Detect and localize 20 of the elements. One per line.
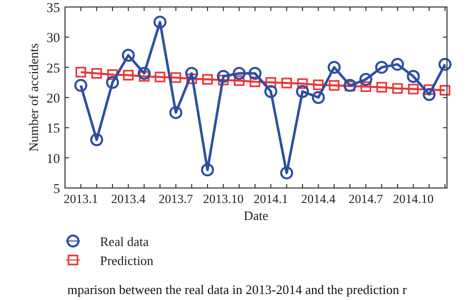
x-tick-label: 2014.10 bbox=[393, 192, 434, 206]
x-tick-label: 2013.7 bbox=[158, 192, 194, 206]
legend-label: Real data bbox=[100, 234, 149, 249]
x-tick-label: 2013.4 bbox=[111, 192, 146, 206]
text: mparison between the real data in 2013-2014 and the prediction r bbox=[67, 282, 408, 297]
legend-label: Prediction bbox=[100, 253, 154, 268]
y-tick-label: 30 bbox=[46, 30, 60, 46]
x-tick-label: 2014.1 bbox=[254, 192, 288, 206]
x-axis-title: Date bbox=[244, 208, 268, 223]
y-tick-label: 25 bbox=[46, 60, 60, 76]
x-tick-label: 2013.10 bbox=[203, 192, 244, 206]
y-axis-title: Number of accidents bbox=[26, 43, 41, 152]
y-tick-label: 10 bbox=[46, 150, 60, 166]
x-tick-label: 2014.7 bbox=[348, 192, 384, 206]
y-tick-label: 20 bbox=[46, 90, 60, 106]
y-tick-label: 35 bbox=[46, 0, 60, 15]
x-tick-label: 2013.1 bbox=[64, 192, 98, 206]
x-tick-label: 2014.4 bbox=[301, 192, 336, 206]
y-tick-label: 5 bbox=[53, 181, 60, 196]
y-tick-label: 15 bbox=[46, 120, 60, 136]
